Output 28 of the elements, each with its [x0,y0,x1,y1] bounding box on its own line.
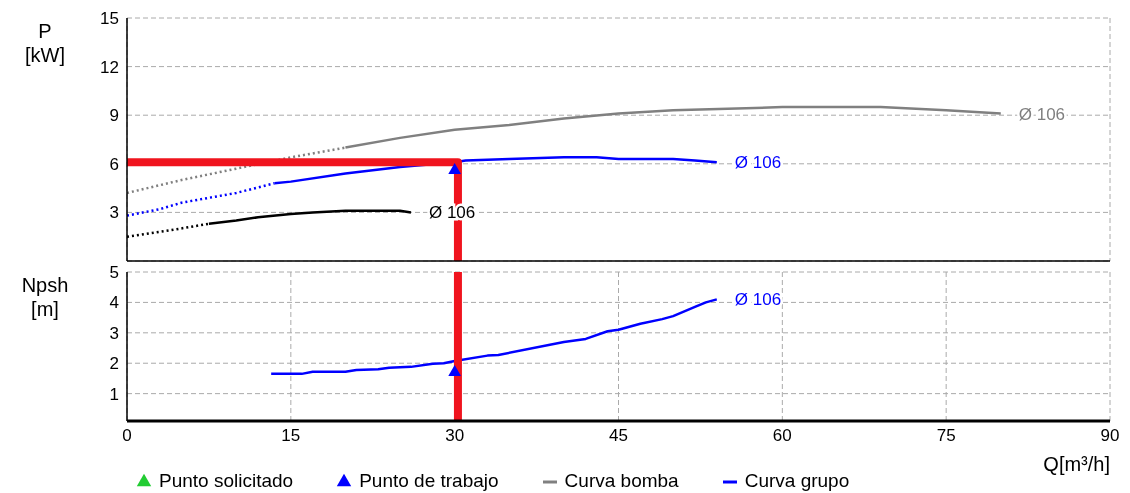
y-tick-label: 3 [109,203,119,223]
x-tick-label: 75 [936,426,956,446]
x-tick-label: 90 [1100,426,1120,446]
legend-label: Punto de trabajo [359,470,499,492]
y-tick-label: 12 [100,57,119,77]
y-tick-label: 1 [109,384,119,404]
x-tick-label: 30 [445,426,465,446]
x-tick-label: 45 [609,426,628,446]
annotation: Ø 106 [1018,104,1066,124]
x-tick-label: 60 [772,426,792,446]
y-tick-label: 3 [109,323,119,343]
y-tick-label: 5 [109,263,119,283]
legend-label: Curva bomba [564,470,679,492]
legend-label: Curva grupo [744,470,850,492]
annotation: Ø 106 [734,153,782,173]
annotation: Ø 106 [734,290,782,310]
legend-label: Punto solicitado [159,470,294,492]
y-tick-label: 6 [109,154,119,174]
line-series [269,298,719,376]
x-axis-title: Q[m³/h] [1043,453,1110,475]
y-tick-label: 15 [100,9,119,29]
x-tick-label: 15 [281,426,301,446]
x-tick-label: 0 [122,426,132,446]
y-tick-label: 2 [109,354,119,374]
y-axis-title: Npsh [m] [21,274,69,320]
y-tick-label: 9 [109,106,119,126]
y-tick-label: 4 [109,293,119,313]
y-axis-title: P [kW] [25,20,65,66]
